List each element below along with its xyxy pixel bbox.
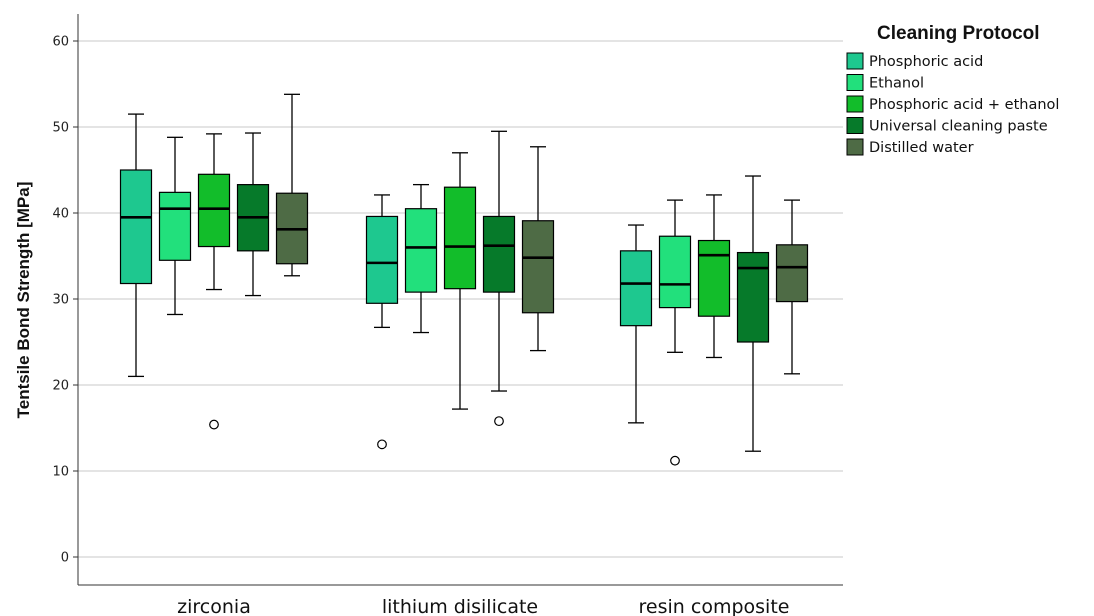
legend-swatch xyxy=(846,95,864,113)
iqr-box xyxy=(697,239,731,317)
outlier-point xyxy=(670,455,680,466)
outlier-point xyxy=(209,419,219,430)
x-category-label: lithium disilicate xyxy=(382,596,538,616)
outlier-point xyxy=(494,416,504,427)
iqr-box xyxy=(775,244,809,303)
box-2-2 xyxy=(697,194,731,359)
y-tick-label: 30 xyxy=(52,293,69,308)
y-axis-title: Tentsile Bond Strength [MPa] xyxy=(14,182,33,419)
legend-label: Universal cleaning paste xyxy=(869,119,1048,135)
legend: Cleaning Protocol Phosphoric acid Ethanol… xyxy=(846,23,1059,156)
box-0-3 xyxy=(236,132,270,297)
legend-item: Phosphoric acid xyxy=(846,52,983,70)
iqr-box xyxy=(119,169,153,285)
box-2-1 xyxy=(658,199,692,466)
box-0-4 xyxy=(275,93,309,277)
box-0-1 xyxy=(158,136,192,316)
legend-item: Distilled water xyxy=(846,138,974,156)
y-tick-label: 20 xyxy=(52,379,69,394)
box-0-0 xyxy=(119,113,153,378)
legend-swatch xyxy=(846,74,864,91)
legend-label: Phosphoric acid + ethanol xyxy=(869,97,1059,113)
legend-label: Distilled water xyxy=(869,140,974,156)
iqr-box xyxy=(482,215,516,293)
box-0-2 xyxy=(197,133,231,430)
y-tick-label: 0 xyxy=(61,551,69,566)
iqr-box xyxy=(365,215,399,304)
boxes xyxy=(119,93,809,466)
y-tick-labels: 0 10 20 30 40 50 60 xyxy=(52,35,78,566)
legend-label: Phosphoric acid xyxy=(869,54,983,70)
box-1-2 xyxy=(443,152,477,410)
iqr-box xyxy=(521,220,555,314)
iqr-box xyxy=(197,173,231,248)
box-2-4 xyxy=(775,199,809,375)
legend-item: Phosphoric acid + ethanol xyxy=(846,95,1059,113)
iqr-box xyxy=(619,250,653,327)
box-1-3 xyxy=(482,130,516,427)
box-1-4 xyxy=(521,146,555,352)
x-category-label: resin composite xyxy=(639,596,790,616)
box-1-0 xyxy=(365,194,399,450)
iqr-box xyxy=(443,186,477,290)
y-tick-label: 10 xyxy=(52,465,69,480)
iqr-box xyxy=(658,235,692,309)
x-category-labels: zirconia lithium disilicate resin composit… xyxy=(177,596,789,616)
iqr-box xyxy=(736,251,770,343)
iqr-box xyxy=(158,191,192,261)
legend-item: Universal cleaning paste xyxy=(846,117,1048,135)
legend-swatch xyxy=(846,138,864,156)
legend-label: Ethanol xyxy=(869,76,924,92)
legend-title: Cleaning Protocol xyxy=(877,23,1040,44)
iqr-box xyxy=(404,208,438,293)
x-category-label: zirconia xyxy=(177,596,251,616)
legend-swatch xyxy=(846,52,864,70)
outlier-point xyxy=(377,439,387,450)
y-tick-label: 60 xyxy=(52,35,69,50)
box-2-3 xyxy=(736,175,770,452)
box-2-0 xyxy=(619,224,653,424)
legend-swatch xyxy=(846,117,864,134)
y-tick-label: 50 xyxy=(52,121,69,136)
box-1-1 xyxy=(404,183,438,334)
y-tick-label: 40 xyxy=(52,207,69,222)
legend-item: Ethanol xyxy=(846,74,924,92)
